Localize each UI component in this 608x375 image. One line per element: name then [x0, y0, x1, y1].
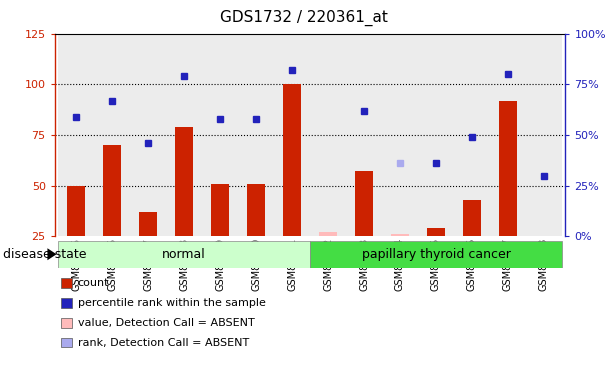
- Text: value, Detection Call = ABSENT: value, Detection Call = ABSENT: [78, 318, 255, 328]
- Bar: [355, 171, 373, 236]
- Bar: [346, 34, 382, 236]
- Bar: [463, 200, 481, 236]
- Bar: [526, 34, 562, 236]
- FancyBboxPatch shape: [310, 241, 562, 268]
- Text: count: count: [78, 278, 109, 288]
- Bar: [130, 34, 166, 236]
- Bar: [58, 34, 94, 236]
- Text: normal: normal: [162, 248, 206, 261]
- Bar: [391, 234, 409, 236]
- Bar: [454, 34, 490, 236]
- Bar: [166, 34, 202, 236]
- Bar: [175, 127, 193, 236]
- Bar: [211, 184, 229, 236]
- Bar: [499, 100, 517, 236]
- Bar: [283, 84, 301, 236]
- Text: rank, Detection Call = ABSENT: rank, Detection Call = ABSENT: [78, 338, 249, 348]
- Bar: [103, 145, 121, 236]
- Text: papillary thyroid cancer: papillary thyroid cancer: [362, 248, 510, 261]
- FancyBboxPatch shape: [58, 241, 310, 268]
- Bar: [310, 34, 346, 236]
- Bar: [490, 34, 526, 236]
- Bar: [274, 34, 310, 236]
- Bar: [427, 228, 445, 236]
- Bar: [247, 184, 265, 236]
- Bar: [94, 34, 130, 236]
- Text: disease state: disease state: [3, 248, 86, 261]
- Bar: [202, 34, 238, 236]
- Bar: [238, 34, 274, 236]
- Bar: [418, 34, 454, 236]
- Bar: [319, 232, 337, 236]
- Bar: [67, 186, 85, 236]
- Bar: [382, 34, 418, 236]
- Polygon shape: [47, 248, 57, 260]
- Bar: [139, 212, 157, 236]
- Text: GDS1732 / 220361_at: GDS1732 / 220361_at: [220, 9, 388, 26]
- Text: percentile rank within the sample: percentile rank within the sample: [78, 298, 266, 308]
